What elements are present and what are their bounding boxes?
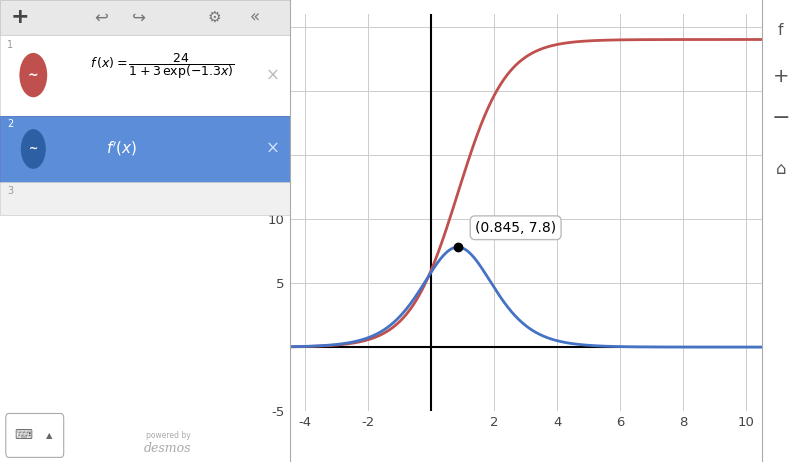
Text: desmos: desmos (144, 442, 192, 455)
Text: powered by: powered by (146, 431, 190, 440)
Text: 3: 3 (7, 186, 14, 196)
Circle shape (19, 53, 47, 97)
Text: «: « (250, 8, 260, 26)
Text: ↪: ↪ (132, 8, 146, 26)
Text: 2: 2 (7, 119, 14, 129)
FancyBboxPatch shape (0, 0, 290, 35)
Text: $f\,(x) = \dfrac{24}{1 + 3\,\mathrm{exp}(-1.3x)}$: $f\,(x) = \dfrac{24}{1 + 3\,\mathrm{exp}… (90, 51, 234, 81)
Circle shape (21, 129, 46, 169)
Text: ⚙: ⚙ (207, 10, 221, 25)
FancyBboxPatch shape (0, 116, 290, 182)
Text: f: f (778, 23, 783, 37)
Text: +: + (11, 7, 30, 27)
Text: (0.845, 7.8): (0.845, 7.8) (475, 221, 556, 235)
Text: ~: ~ (28, 68, 38, 82)
Text: ~: ~ (29, 144, 38, 154)
Text: $f'(x)$: $f'(x)$ (106, 140, 138, 158)
Text: +: + (773, 67, 789, 86)
Text: 1: 1 (7, 40, 14, 50)
Text: ⌨: ⌨ (14, 429, 32, 442)
Text: ×: × (266, 140, 279, 158)
FancyBboxPatch shape (6, 413, 64, 457)
Text: ×: × (266, 66, 279, 84)
Text: ↩: ↩ (94, 8, 108, 26)
Text: −: − (771, 108, 790, 128)
Text: ▲: ▲ (46, 431, 53, 440)
Text: ⌂: ⌂ (775, 160, 786, 177)
FancyBboxPatch shape (0, 35, 290, 116)
FancyBboxPatch shape (0, 182, 290, 215)
